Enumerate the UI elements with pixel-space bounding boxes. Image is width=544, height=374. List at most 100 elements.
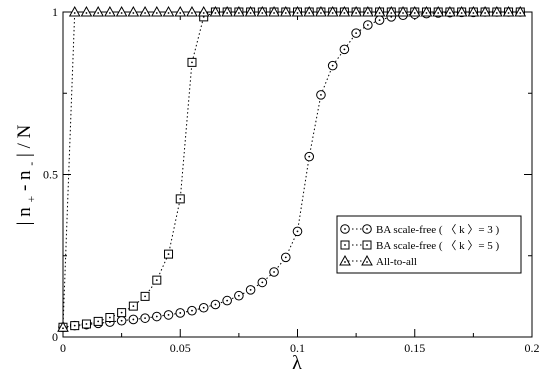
circle-marker-dot bbox=[344, 228, 346, 230]
triangle-marker-shape bbox=[408, 5, 421, 17]
triangle-marker-dot bbox=[390, 12, 393, 14]
triangle-marker-dot bbox=[85, 12, 88, 14]
series-line-square bbox=[62, 11, 521, 328]
triangle-marker-shape bbox=[432, 5, 445, 17]
data-point-triangle bbox=[162, 5, 175, 17]
circle-marker-dot bbox=[179, 312, 182, 314]
triangle-marker-dot bbox=[402, 12, 404, 14]
triangle-marker-shape bbox=[197, 5, 210, 17]
triangle-marker-dot bbox=[331, 12, 334, 14]
data-point-circle bbox=[269, 267, 279, 277]
data-point-triangle bbox=[326, 5, 339, 17]
data-point-triangle bbox=[502, 5, 515, 17]
square-marker-dot bbox=[366, 244, 368, 246]
data-point-triangle bbox=[221, 5, 233, 17]
triangle-marker-shape bbox=[174, 5, 187, 17]
circle-marker-dot bbox=[249, 288, 252, 291]
triangle-marker-shape bbox=[127, 5, 140, 17]
circle-marker-dot bbox=[144, 317, 146, 320]
triangle-marker-dot bbox=[437, 12, 440, 14]
circle-marker-dot bbox=[155, 315, 158, 318]
data-point-circle bbox=[163, 310, 174, 320]
triangle-marker-shape bbox=[68, 5, 81, 17]
data-point-square bbox=[81, 319, 91, 329]
data-point-circle bbox=[316, 90, 326, 100]
circle-marker-dot bbox=[132, 318, 135, 321]
circle-marker-dot bbox=[261, 281, 264, 284]
circle-marker-dot bbox=[331, 64, 334, 67]
triangle-marker-shape bbox=[92, 5, 105, 17]
triangle-marker-shape bbox=[104, 5, 116, 17]
data-point-square bbox=[175, 194, 185, 204]
triangle-marker-shape bbox=[162, 5, 175, 17]
triangle-marker-dot bbox=[413, 12, 416, 14]
data-point-triangle bbox=[150, 5, 163, 17]
triangle-marker-shape bbox=[268, 5, 280, 17]
x-tick-label: 0 bbox=[60, 341, 66, 355]
legend-marker-triangle bbox=[361, 254, 373, 266]
data-point-triangle bbox=[279, 5, 292, 17]
triangle-marker-shape bbox=[361, 254, 373, 266]
data-point-circle bbox=[374, 15, 385, 25]
triangle-marker-dot bbox=[343, 12, 346, 14]
data-point-square bbox=[140, 291, 150, 301]
data-point-circle bbox=[304, 151, 315, 162]
square-marker-dot bbox=[144, 295, 146, 298]
triangle-marker-shape bbox=[397, 5, 409, 17]
triangle-marker-dot bbox=[167, 12, 170, 14]
data-point-triangle bbox=[233, 5, 245, 17]
triangle-marker-dot bbox=[109, 12, 111, 14]
data-point-triangle bbox=[362, 5, 374, 17]
data-point-triangle bbox=[408, 5, 421, 17]
circle-marker-dot bbox=[284, 256, 287, 259]
triangle-marker-dot bbox=[120, 12, 123, 14]
data-point-triangle bbox=[244, 5, 257, 17]
data-point-triangle bbox=[80, 5, 93, 17]
square-marker-dot bbox=[85, 323, 88, 325]
circle-marker-dot bbox=[355, 32, 358, 35]
circle-marker-dot bbox=[366, 24, 369, 26]
triangle-marker-shape bbox=[80, 5, 93, 17]
legend: BA scale-free ( 〈 k 〉= 3 ) BA scale-free … bbox=[336, 215, 522, 274]
data-point-circle bbox=[280, 252, 291, 263]
series-line-circle bbox=[62, 11, 521, 328]
triangle-marker-shape bbox=[444, 5, 456, 17]
triangle-marker-shape bbox=[186, 5, 198, 17]
triangle-marker-dot bbox=[249, 12, 252, 14]
series-line-triangle bbox=[62, 11, 521, 328]
triangle-marker-shape bbox=[455, 5, 468, 17]
data-point-triangle bbox=[373, 5, 386, 17]
triangle-marker-dot bbox=[472, 12, 475, 14]
data-point-circle bbox=[152, 311, 162, 322]
data-point-circle bbox=[245, 285, 256, 295]
triangle-marker-dot bbox=[355, 12, 358, 14]
triangle-marker-shape bbox=[326, 5, 339, 17]
data-point-circle bbox=[351, 28, 361, 38]
circle-marker-dot bbox=[226, 299, 229, 302]
square-marker-dot bbox=[120, 311, 123, 314]
circle-marker-dot bbox=[202, 306, 205, 309]
circle-marker-dot bbox=[273, 271, 275, 273]
circle-marker-dot bbox=[214, 303, 217, 306]
y-label-sub-plus: + bbox=[24, 196, 38, 203]
triangle-marker-dot bbox=[97, 12, 100, 14]
data-point-circle bbox=[222, 295, 232, 306]
data-point-triangle bbox=[514, 5, 527, 17]
data-point-triangle bbox=[68, 5, 81, 17]
data-point-triangle bbox=[57, 321, 69, 332]
data-point-triangle bbox=[303, 5, 316, 17]
data-point-square bbox=[187, 57, 197, 67]
triangle-marker-shape bbox=[115, 5, 128, 17]
data-point-triangle bbox=[197, 5, 210, 17]
data-point-triangle bbox=[444, 5, 456, 17]
triangle-marker-shape bbox=[467, 5, 480, 17]
square-marker-dot bbox=[167, 253, 170, 256]
data-point-circle bbox=[234, 290, 244, 301]
triangle-marker-dot bbox=[261, 12, 264, 14]
y-label-n-minus: n bbox=[14, 170, 35, 180]
circle-marker-dot bbox=[378, 19, 381, 22]
data-point-circle bbox=[198, 302, 209, 313]
triangle-marker-dot bbox=[273, 12, 275, 14]
data-point-triangle bbox=[432, 5, 445, 17]
triangle-marker-dot bbox=[484, 12, 486, 14]
